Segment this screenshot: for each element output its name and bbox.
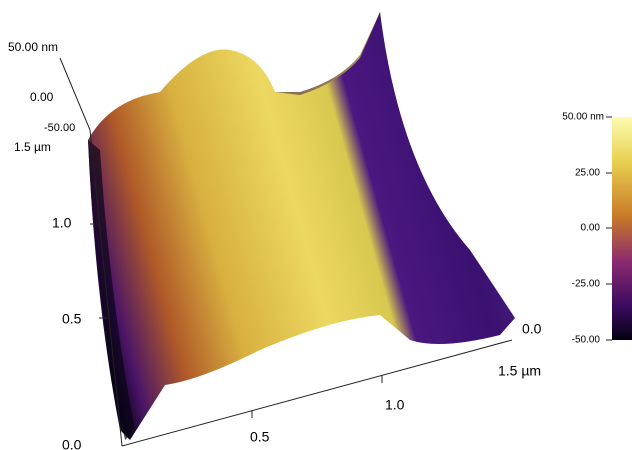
y-label: 0.5 [62,311,82,327]
colorbar-label: 50.00 nm [562,112,604,123]
colorbar-label: 0.00 [581,223,601,234]
z-label: -50.00 [44,122,75,134]
x-label: 1.0 [385,397,405,413]
y-label: 0.0 [62,437,82,450]
surface [88,12,515,440]
z-label: 50.00 nm [8,40,58,54]
z-label: 0.00 [30,90,54,104]
x-label: 0.5 [250,429,270,445]
colorbar-label: -50.00 [572,335,601,346]
y-label: 1.0 [52,215,72,231]
colorbar-label: -25.00 [572,279,601,290]
z-axis-line [60,58,90,130]
x-label: 1.5 µm [498,363,541,379]
colorbar-label: 25.00 [575,168,600,179]
x-label: 0.0 [522,321,542,337]
y-label: 1.5 µm [14,140,51,154]
colorbar [612,117,632,340]
afm-figure: 50.00 nm 0.00 -50.00 1.5 µm 1.0 0.5 0.0 … [0,0,632,450]
